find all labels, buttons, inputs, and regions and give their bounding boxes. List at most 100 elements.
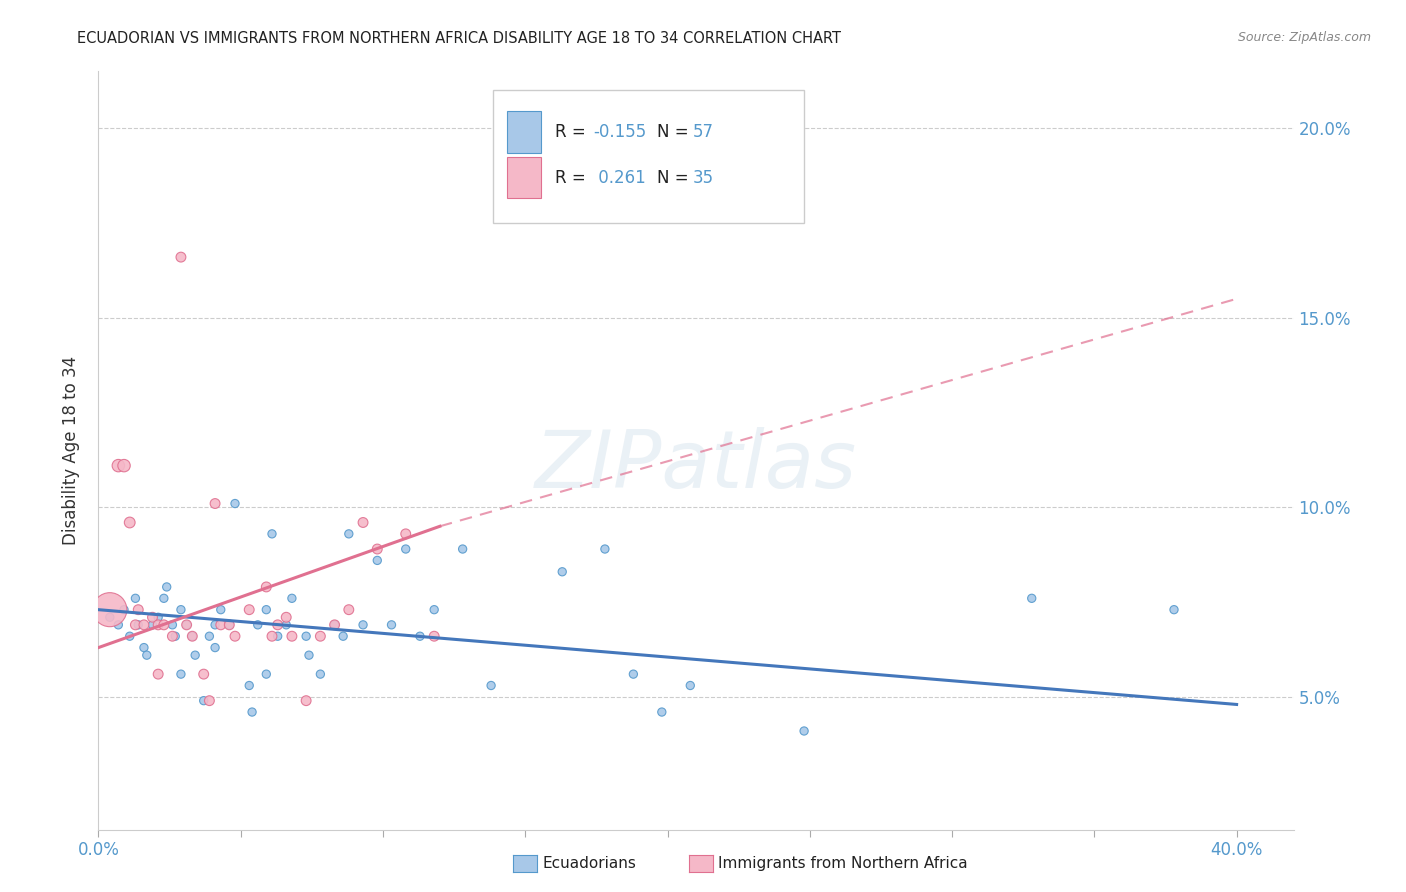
Point [276, 610, 298, 624]
Point [260, 526, 283, 541]
Point [170, 250, 193, 264]
Point [193, 667, 215, 681]
Point [479, 679, 502, 693]
Text: Source: ZipAtlas.com: Source: ZipAtlas.com [1237, 31, 1371, 45]
Point [170, 667, 193, 681]
Point [209, 603, 232, 617]
Point [156, 580, 179, 594]
Point [112, 458, 135, 473]
Point [124, 591, 146, 606]
Point [204, 618, 226, 632]
Point [162, 618, 184, 632]
Point [127, 603, 149, 617]
Point [224, 496, 246, 510]
Bar [508, 112, 541, 153]
Point [409, 629, 432, 643]
Point [295, 694, 318, 708]
Text: R =: R = [555, 169, 591, 186]
Point [107, 458, 129, 473]
Point [132, 618, 155, 632]
Text: Ecuadorians: Ecuadorians [543, 856, 637, 871]
Point [141, 618, 163, 632]
Point [621, 667, 644, 681]
Point [352, 618, 374, 632]
Text: 0.261: 0.261 [593, 169, 645, 186]
Point [165, 629, 187, 643]
Text: R =: R = [555, 123, 591, 141]
Point [423, 629, 446, 643]
Point [254, 603, 277, 617]
Point [238, 679, 260, 693]
Point [141, 610, 163, 624]
Bar [508, 157, 541, 198]
Point [181, 629, 204, 643]
Point [309, 629, 332, 643]
Point [135, 648, 157, 662]
Text: 35: 35 [692, 169, 713, 186]
Point [238, 603, 260, 617]
Point [337, 603, 360, 617]
Point [176, 618, 198, 632]
FancyBboxPatch shape [494, 90, 804, 223]
Point [98, 603, 121, 617]
Point [593, 542, 616, 557]
Point [132, 640, 155, 655]
Point [423, 603, 446, 617]
Point [218, 618, 240, 632]
Point [198, 629, 221, 643]
Point [246, 618, 269, 632]
Point [679, 679, 702, 693]
Point [209, 618, 232, 632]
Point [793, 724, 815, 739]
Point [260, 629, 283, 643]
Point [267, 618, 290, 632]
Point [551, 565, 574, 579]
Point [267, 629, 290, 643]
Point [162, 629, 184, 643]
Point [224, 629, 246, 643]
Point [276, 618, 298, 632]
Point [107, 618, 129, 632]
Point [323, 618, 346, 632]
Point [395, 542, 418, 557]
Point [148, 667, 170, 681]
Point [366, 553, 388, 567]
Point [1021, 591, 1043, 606]
Point [118, 516, 141, 530]
Point [112, 603, 135, 617]
Point [352, 516, 374, 530]
Point [193, 694, 215, 708]
Point [323, 618, 346, 632]
Text: 57: 57 [692, 123, 713, 141]
Text: -0.155: -0.155 [593, 123, 647, 141]
Y-axis label: Disability Age 18 to 34: Disability Age 18 to 34 [62, 356, 80, 545]
Point [124, 618, 146, 632]
Point [380, 618, 402, 632]
Point [198, 694, 221, 708]
Text: ZIPatlas: ZIPatlas [534, 426, 858, 505]
Point [295, 629, 318, 643]
Point [332, 629, 354, 643]
Point [281, 629, 304, 643]
Point [298, 648, 321, 662]
Point [337, 526, 360, 541]
Point [153, 591, 176, 606]
Point [204, 640, 226, 655]
Text: ECUADORIAN VS IMMIGRANTS FROM NORTHERN AFRICA DISABILITY AGE 18 TO 34 CORRELATIO: ECUADORIAN VS IMMIGRANTS FROM NORTHERN A… [77, 31, 841, 46]
Point [395, 526, 418, 541]
Point [148, 610, 170, 624]
Point [176, 618, 198, 632]
Point [98, 610, 121, 624]
Point [254, 580, 277, 594]
Point [366, 542, 388, 557]
Point [181, 629, 204, 643]
Text: N =: N = [657, 169, 693, 186]
Text: Immigrants from Northern Africa: Immigrants from Northern Africa [718, 856, 969, 871]
Point [153, 618, 176, 632]
Text: N =: N = [657, 123, 693, 141]
Point [281, 591, 304, 606]
Point [127, 618, 149, 632]
Point [218, 618, 240, 632]
Point [148, 618, 170, 632]
Point [309, 667, 332, 681]
